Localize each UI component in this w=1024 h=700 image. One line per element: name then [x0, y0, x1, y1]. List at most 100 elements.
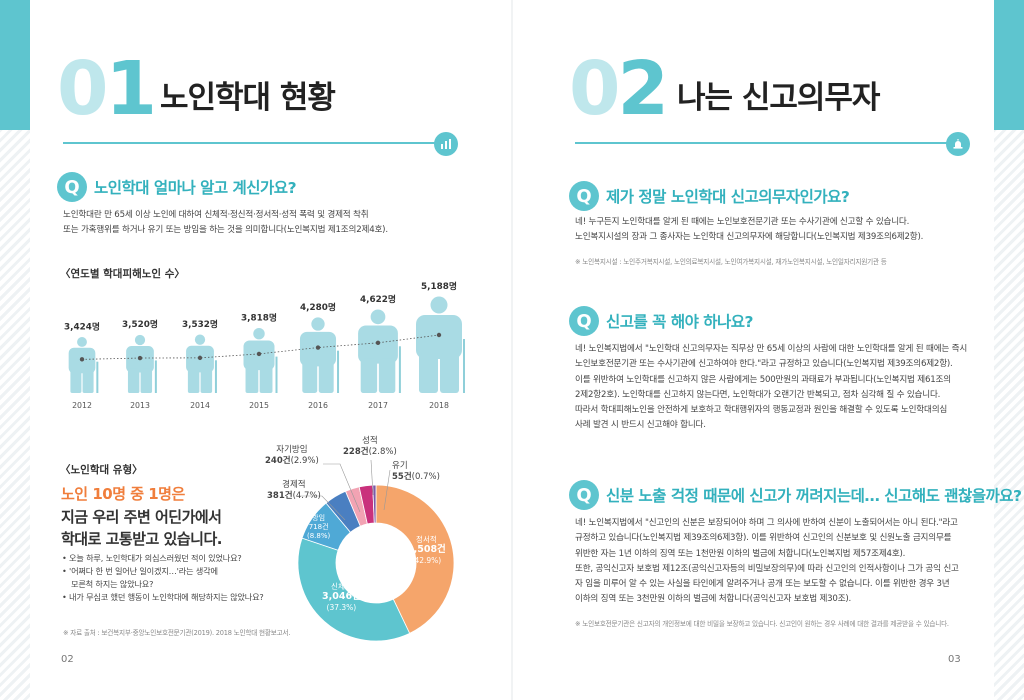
donut-leader-lines — [298, 459, 391, 520]
section-divider — [63, 142, 445, 144]
answer-line: 사례 발견 시 반드시 신고해야 합니다. — [575, 420, 706, 431]
year-label: 2015 — [249, 401, 269, 410]
slice-value: 381건 — [267, 490, 293, 501]
year-label: 2016 — [308, 401, 328, 410]
pictogram-figure — [243, 327, 278, 393]
answer-line: 위반한 자는 1년 이하의 징역 또는 1천만원 이하의 벌금에 처합니다(노인… — [575, 548, 906, 559]
donut-label-neglect: 방임 718건 (8.8%) — [307, 514, 330, 540]
pictogram-figure — [126, 334, 157, 393]
source-note: ※ 자료 출처 : 보건복지부·중앙노인보호전문기관(2019). 2018 노… — [63, 629, 291, 637]
pictogram-figure — [416, 296, 465, 393]
year-label: 2013 — [130, 401, 150, 410]
pictogram-figure — [186, 334, 217, 393]
slice-percent: (0.7%) — [411, 471, 440, 482]
trend-point — [79, 357, 85, 362]
right-edge-accent — [994, 0, 1024, 130]
donut-label-physical: 신체적 3,046건 (37.3%) — [322, 582, 361, 613]
slice-percent: (37.3%) — [326, 603, 357, 613]
question-answer: 네! 노인복지법에서 "노인학대 신고의무자는 직무상 만 65세 이상의 사람… — [575, 342, 975, 434]
donut-label-self-neglect: 자기방임 240건(2.9%) — [265, 445, 319, 466]
answer-line: 네! 노인복지법에서 "신고인의 신분은 보장되어야 하며 그 의사에 반하여 … — [575, 518, 958, 528]
footnote: ※ 노인복지시설 : 노인주거복지시설, 노인의료복지시설, 노인여가복지시설,… — [575, 258, 887, 266]
question-answer: 네! 누구든지 노인학대를 알게 된 때에는 노인보호전문기관 또는 수사기관에… — [575, 215, 975, 246]
trend-point — [137, 355, 143, 361]
slice-percent: (42.9%) — [411, 556, 442, 566]
answer-line: 또한, 공익신고자 보호법 제12조(공익신고자등의 비밀보장의무)에 따라 신… — [575, 563, 959, 574]
question-title: 제가 정말 노인학대 신고의무자인가요? — [606, 188, 850, 206]
answer-line: 노인보호전문기관 또는 수사기관에 신고하여야 한다."라고 규정하고 있습니다… — [575, 359, 953, 370]
answer-line: 규정하고 있습니다(노인복지법 제39조의6제3항). 이를 위반하여 신고인의… — [575, 533, 952, 544]
q-badge: Q — [569, 181, 599, 211]
answer-line: 노인복지시설의 장과 그 종사자는 노인학대 신고의무자에 해당합니다(노인복지… — [575, 232, 924, 243]
question-title: 신분 노출 걱정 때문에 신고가 꺼려지는데… 신고해도 괜찮을까요? — [606, 487, 1022, 505]
alarm-bell-icon — [946, 132, 970, 156]
section-number-02: 02 — [569, 52, 669, 126]
value-label: 5,188명 — [421, 280, 457, 292]
trend-point — [315, 345, 321, 350]
section-title: 노인학대 현황 — [160, 80, 336, 116]
headline-line: 지금 우리 주변 어딘가에서 — [61, 507, 222, 526]
answer-line: 네! 누구든지 노인학대를 알게 된 때에는 노인보호전문기관 또는 수사기관에… — [575, 217, 910, 227]
types-chart-heading: 〈노인학대 유형〉 — [60, 464, 143, 476]
slice-value: 240건 — [265, 455, 291, 466]
section-number-zero: 0 — [57, 46, 108, 132]
trend-point — [375, 340, 381, 346]
answer-line: 2제2항2호). 노인학대를 신고하지 않는다면, 노인학대가 오랜기간 반복되… — [575, 389, 941, 400]
answer-line: 또는 가혹행위를 하거나 유기 또는 방임을 하는 것을 의미합니다(노인복지법… — [63, 225, 388, 236]
donut-label-financial: 경제적 381건(4.7%) — [267, 480, 321, 501]
pictogram-figure — [68, 337, 99, 393]
donut-label-sexual: 성적 228건(2.8%) — [343, 436, 397, 457]
year-label: 2017 — [368, 401, 388, 410]
trend-point — [197, 355, 203, 361]
slice-percent: (8.8%) — [307, 531, 331, 540]
slice-name: 신체적 — [331, 582, 352, 591]
answer-line: 따라서 학대피해노인을 안전하게 보호하고 학대행위자의 행동교정과 원인을 해… — [575, 405, 948, 416]
slice-name: 자기방임 — [276, 445, 308, 455]
headline-highlight: 노인 10명 중 1명은 — [61, 485, 185, 503]
slice-percent: (2.9%) — [290, 455, 319, 466]
types-bullets: • 오늘 하루, 노인학대가 의심스러웠던 적이 있었나요? • '어쩌다 한 … — [62, 552, 264, 605]
section-number-01: 01 — [57, 52, 157, 126]
donut-slice — [297, 537, 411, 642]
value-label: 3,818명 — [241, 311, 277, 323]
slice-percent: (4.7%) — [292, 490, 321, 501]
value-label: 4,622명 — [360, 293, 396, 305]
yearly-chart-heading: 〈연도별 학대피해노인 수〉 — [60, 268, 185, 280]
slice-name: 정서적 — [416, 535, 437, 544]
page-number: 02 — [61, 654, 74, 665]
section-number-digit: 1 — [105, 46, 157, 132]
value-label: 3,532명 — [182, 318, 218, 330]
value-label: 3,520명 — [122, 318, 158, 330]
question-title: 신고를 꼭 해야 하나요? — [606, 313, 754, 331]
bullet-item: • 오늘 하루, 노인학대가 의심스러웠던 적이 있었나요? — [62, 553, 242, 563]
abuse-types-donut-chart — [297, 484, 455, 642]
year-label: 2018 — [429, 401, 449, 410]
left-edge-accent — [0, 0, 30, 130]
pictogram-figure — [299, 317, 340, 393]
headline-line: 학대로 고통받고 있습니다. — [61, 530, 222, 548]
answer-line: 네! 노인복지법에서 "노인학대 신고의무자는 직무상 만 65세 이상의 사람… — [575, 344, 968, 354]
slice-value: 718건 — [308, 522, 329, 531]
year-label: 2014 — [190, 401, 210, 410]
center-fold — [511, 0, 513, 700]
year-label: 2012 — [72, 401, 92, 410]
answer-line: 노인학대란 만 65세 이상 노인에 대하여 신체적·정신적·정서적·성적 폭력… — [63, 210, 369, 220]
donut-slice — [375, 484, 455, 634]
value-label: 4,280명 — [300, 301, 336, 313]
answer-line: 이를 위반하여 노인학대를 신고하지 않은 사람에게는 500만원의 과태료가 … — [575, 374, 951, 385]
slice-value: 3,046건 — [322, 591, 361, 603]
question-answer: 노인학대란 만 65세 이상 노인에 대하여 신체적·정신적·정서적·성적 폭력… — [63, 208, 493, 239]
value-label: 3,424명 — [64, 320, 100, 332]
section-number-zero: 0 — [569, 46, 620, 132]
yearly-victims-chart: 3,424명 2012 3,520명 2013 3,532명 2014 3,818명 2015… — [64, 280, 465, 410]
answer-line: 자 임을 미루어 알 수 있는 사실을 타인에게 알려주거나 공개 또는 보도할… — [575, 579, 950, 590]
slice-name: 유기 — [392, 461, 408, 471]
slice-name: 경제적 — [282, 480, 306, 490]
slice-percent: (2.8%) — [368, 446, 397, 457]
slice-name: 성적 — [362, 436, 378, 446]
trend-point — [256, 351, 262, 357]
bullet-item: 모른척 하지는 않았나요? — [71, 579, 154, 590]
slice-value: 228건 — [343, 446, 369, 457]
bullet-item: • '어쩌다 한 번 일어난 일이겠지…'라는 생각에 — [62, 566, 218, 577]
donut-label-emotional: 정서적 3,508건 (42.9%) — [407, 535, 446, 566]
